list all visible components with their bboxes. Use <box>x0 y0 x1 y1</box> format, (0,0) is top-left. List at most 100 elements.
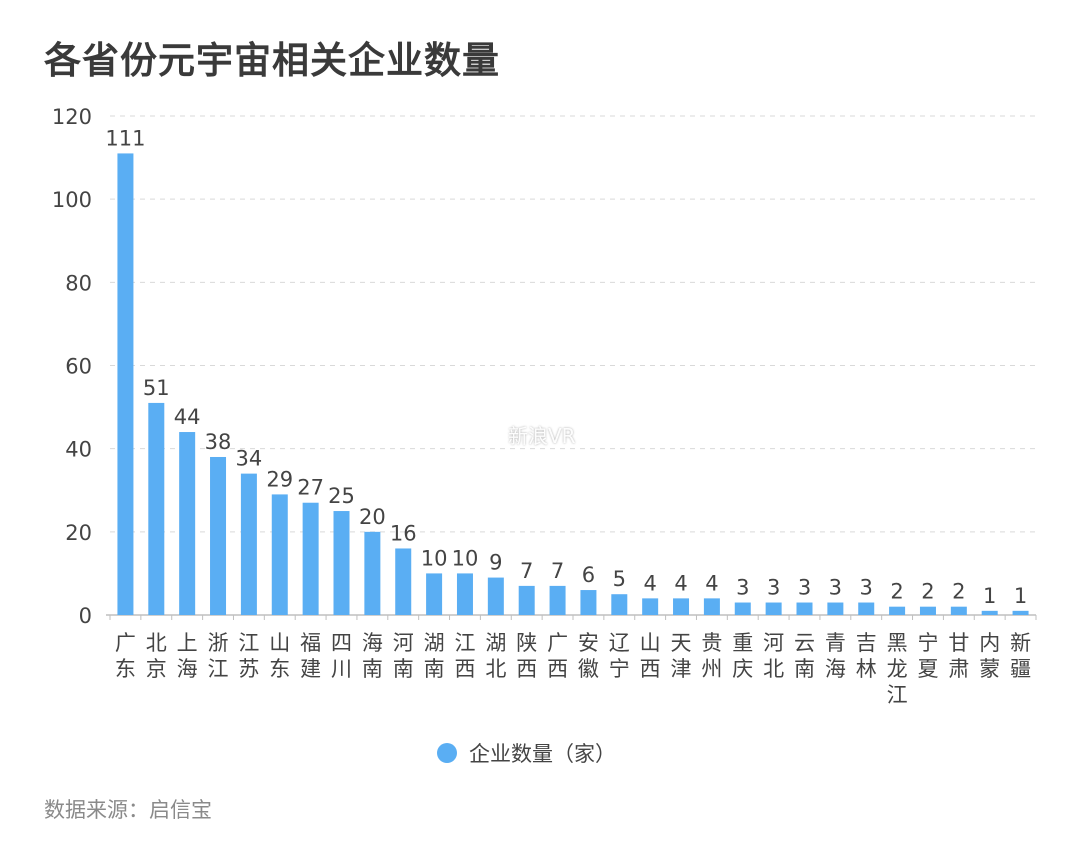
bar-辽宁 <box>611 594 628 615</box>
x-tick-label: 天 <box>671 631 692 655</box>
data-label: 6 <box>582 563 595 587</box>
data-label: 7 <box>551 559 564 583</box>
bar-陕西 <box>518 585 535 615</box>
bar-新疆 <box>1012 610 1029 615</box>
x-tick-label: 河 <box>393 631 414 655</box>
x-tick-label: 云 <box>794 631 815 655</box>
x-tick-label: 西 <box>547 657 568 681</box>
bar-山东 <box>271 494 288 615</box>
x-tick-label: 青 <box>825 631 846 655</box>
data-label: 111 <box>105 126 145 150</box>
x-tick-label: 疆 <box>1010 657 1031 681</box>
legend: 企业数量（家） <box>437 736 616 770</box>
x-tick-label: 江 <box>454 631 475 655</box>
x-tick-label: 吉 <box>856 631 877 655</box>
data-label: 1 <box>1014 584 1027 608</box>
x-tick-label: 江 <box>208 657 229 681</box>
x-tick-label: 西 <box>516 657 537 681</box>
x-tick-label: 海 <box>177 657 198 681</box>
x-tick-label: 川 <box>331 657 352 681</box>
bar-北京 <box>148 402 165 615</box>
data-label: 7 <box>520 559 533 583</box>
y-tick-label: 100 <box>52 188 92 212</box>
x-tick-label: 四 <box>331 631 352 655</box>
x-tick-label: 蒙 <box>979 657 1000 681</box>
x-tick-label: 西 <box>640 657 661 681</box>
bar-黑龙江 <box>889 606 906 615</box>
x-tick-label: 重 <box>732 631 753 655</box>
x-tick-label: 北 <box>763 657 784 681</box>
chart-title: 各省份元宇宙相关企业数量 <box>44 39 500 82</box>
data-label: 2 <box>952 580 965 604</box>
data-label: 5 <box>613 567 626 591</box>
data-label: 2 <box>921 580 934 604</box>
weibo-logo-icon <box>470 422 502 448</box>
x-tick-label: 西 <box>454 657 475 681</box>
bar-甘肃 <box>950 606 967 615</box>
x-tick-label: 北 <box>146 631 167 655</box>
bar-浙江 <box>210 456 227 615</box>
data-label: 3 <box>798 576 811 600</box>
x-tick-label: 上 <box>177 631 198 655</box>
x-tick-label: 北 <box>485 657 506 681</box>
watermark: 新浪VR <box>470 420 576 449</box>
data-label: 4 <box>705 571 718 595</box>
x-tick-label: 江 <box>887 683 908 707</box>
bar-河南 <box>395 548 412 615</box>
x-tick-label: 夏 <box>917 657 938 681</box>
x-tick-label: 肃 <box>948 657 969 681</box>
x-tick-label: 州 <box>701 657 722 681</box>
data-label: 51 <box>143 376 170 400</box>
x-tick-label: 东 <box>269 657 290 681</box>
x-tick-label: 安 <box>578 631 599 655</box>
x-tick-label: 广 <box>115 631 136 655</box>
source-note: 数据来源：启信宝 <box>44 798 212 822</box>
x-tick-label: 浙 <box>208 631 229 655</box>
x-tick-label: 贵 <box>701 631 722 655</box>
data-label: 16 <box>390 521 417 545</box>
x-tick-label: 津 <box>671 657 692 681</box>
data-label: 29 <box>266 467 293 491</box>
x-tick-label: 建 <box>300 657 321 681</box>
x-tick-label: 辽 <box>609 631 630 655</box>
bar-重庆 <box>734 602 751 615</box>
x-tick-label: 湖 <box>485 631 506 655</box>
x-tick-label: 广 <box>547 631 568 655</box>
data-label: 34 <box>236 447 263 471</box>
bar-海南 <box>364 531 381 615</box>
x-tick-label: 新 <box>1010 631 1031 655</box>
data-label: 44 <box>174 405 201 429</box>
y-tick-label: 40 <box>65 438 92 462</box>
bar-安徽 <box>580 590 597 615</box>
x-tick-label: 陕 <box>516 631 537 655</box>
x-tick-label: 东 <box>115 657 136 681</box>
data-label: 38 <box>205 430 232 454</box>
bar-四川 <box>333 511 350 615</box>
bar-广东 <box>117 153 134 616</box>
legend-swatch <box>437 743 457 763</box>
data-label: 1 <box>983 584 996 608</box>
data-label: 10 <box>452 546 479 570</box>
x-tick-label: 龙 <box>887 657 908 681</box>
x-tick-label: 山 <box>640 631 661 655</box>
bar-河北 <box>765 602 782 615</box>
bar-江苏 <box>240 473 257 615</box>
y-tick-label: 0 <box>79 604 92 628</box>
data-label: 3 <box>860 576 873 600</box>
bar-湖北 <box>487 577 504 615</box>
x-tick-label: 内 <box>979 631 1000 655</box>
bar-广西 <box>549 585 566 615</box>
x-tick-label: 苏 <box>238 657 259 681</box>
x-tick-label: 徽 <box>578 657 599 681</box>
data-label: 2 <box>890 580 903 604</box>
data-label: 4 <box>674 571 687 595</box>
y-tick-label: 120 <box>52 105 92 129</box>
data-label: 10 <box>421 546 448 570</box>
data-label: 3 <box>829 576 842 600</box>
x-tick-label: 山 <box>269 631 290 655</box>
bar-宁夏 <box>919 606 936 615</box>
x-tick-label: 江 <box>238 631 259 655</box>
y-tick-label: 20 <box>65 521 92 545</box>
bar-chart: 020406080100120111广东51北京44上海38浙江34江苏29山东… <box>52 105 1037 707</box>
x-tick-label: 庆 <box>732 657 753 681</box>
